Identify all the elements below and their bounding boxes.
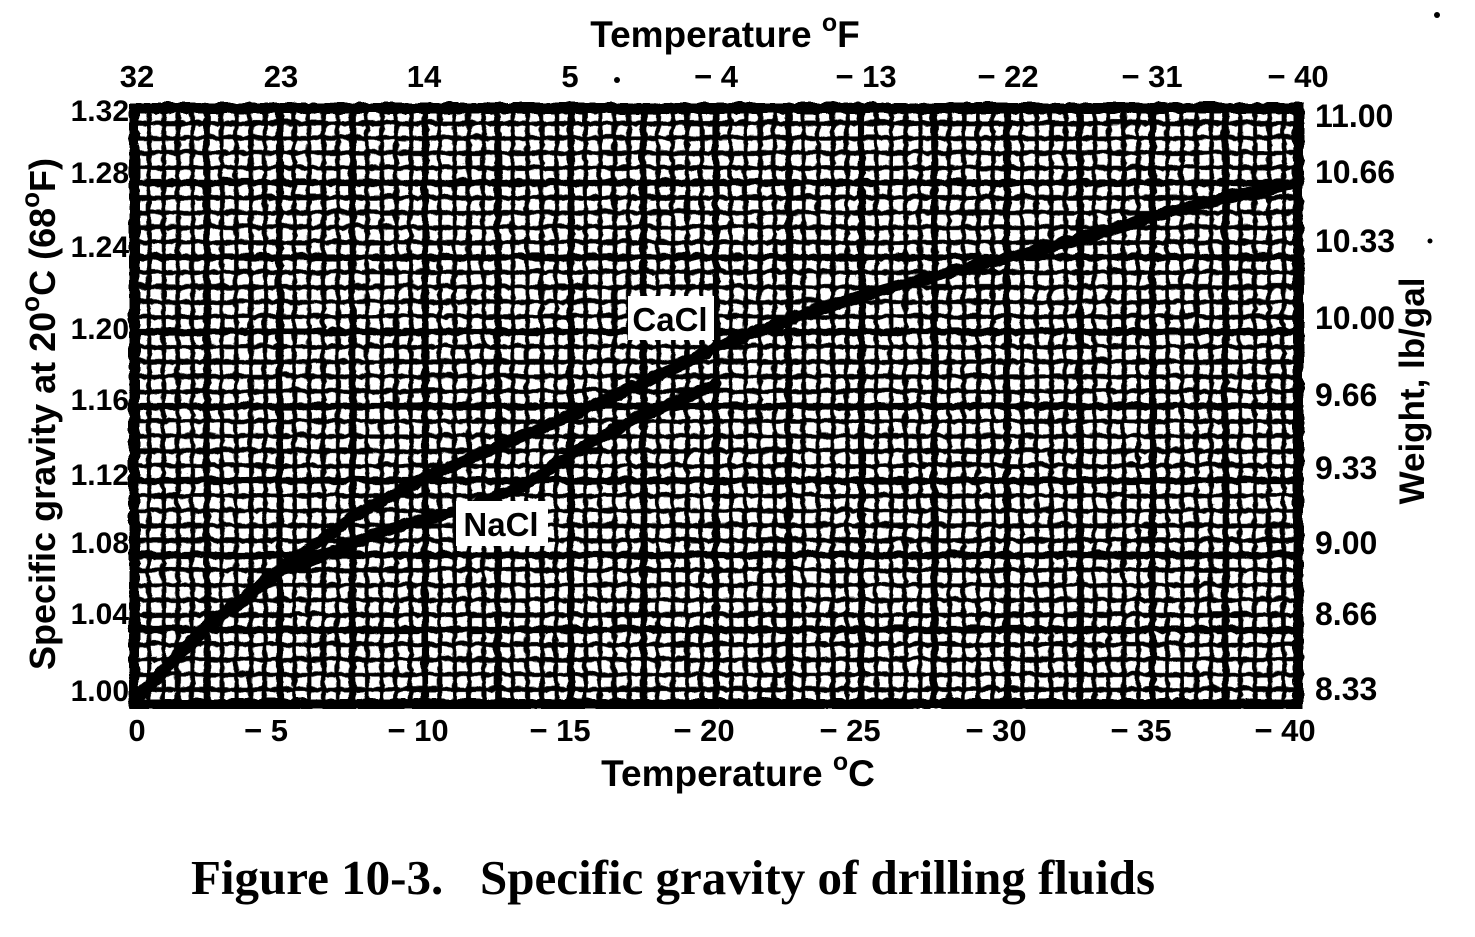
- svg-text:− 31: − 31: [1121, 59, 1182, 94]
- svg-text:10.66: 10.66: [1315, 154, 1395, 190]
- svg-text:8.66: 8.66: [1315, 596, 1377, 632]
- svg-text:9.00: 9.00: [1315, 525, 1377, 561]
- svg-text:− 15: − 15: [529, 713, 590, 748]
- svg-text:1.28: 1.28: [71, 157, 129, 190]
- svg-text:5: 5: [561, 59, 578, 94]
- svg-text:32: 32: [120, 59, 154, 94]
- svg-text:− 40: − 40: [1254, 713, 1315, 748]
- svg-text:Figure 10-3. Specific gravit: Figure 10-3. Specific gravity of drillin…: [191, 850, 1155, 905]
- svg-text:1.16: 1.16: [71, 384, 129, 417]
- svg-text:Temperature oF: Temperature oF: [590, 9, 860, 55]
- svg-text:1.00: 1.00: [71, 675, 129, 708]
- svg-text:− 20: − 20: [673, 713, 734, 748]
- svg-text:1.24: 1.24: [71, 231, 130, 264]
- svg-text:CaCl: CaCl: [632, 301, 707, 338]
- svg-text:0: 0: [128, 713, 145, 748]
- svg-text:− 40: − 40: [1267, 59, 1328, 94]
- svg-text:− 4: − 4: [694, 59, 739, 94]
- svg-text:− 5: − 5: [244, 713, 288, 748]
- svg-text:NaCl: NaCl: [463, 506, 538, 543]
- svg-text:10.33: 10.33: [1315, 223, 1395, 259]
- svg-text:1.20: 1.20: [71, 313, 129, 346]
- svg-text:Weight, lb/gal: Weight, lb/gal: [1393, 278, 1432, 505]
- svg-text:− 13: − 13: [835, 59, 896, 94]
- svg-text:− 10: − 10: [387, 713, 448, 748]
- svg-text:11.00: 11.00: [1315, 98, 1393, 134]
- svg-text:− 22: − 22: [977, 59, 1038, 94]
- svg-text:8.33: 8.33: [1315, 671, 1377, 707]
- svg-text:23: 23: [264, 59, 298, 94]
- svg-text:1.04: 1.04: [71, 598, 130, 631]
- svg-text:− 30: − 30: [965, 713, 1026, 748]
- svg-text:Temperature oC: Temperature oC: [601, 748, 875, 794]
- svg-text:14: 14: [407, 59, 442, 94]
- svg-text:9.33: 9.33: [1315, 450, 1377, 486]
- svg-text:Specific gravity at 20oC (68oF: Specific gravity at 20oC (68oF): [15, 158, 63, 670]
- svg-text:1.32: 1.32: [71, 95, 129, 128]
- svg-text:− 35: − 35: [1110, 713, 1171, 748]
- svg-text:10.00: 10.00: [1315, 300, 1395, 336]
- svg-text:− 25: − 25: [819, 713, 880, 748]
- svg-text:1.08: 1.08: [71, 527, 129, 560]
- svg-text:9.66: 9.66: [1315, 377, 1377, 413]
- svg-text:1.12: 1.12: [71, 459, 129, 492]
